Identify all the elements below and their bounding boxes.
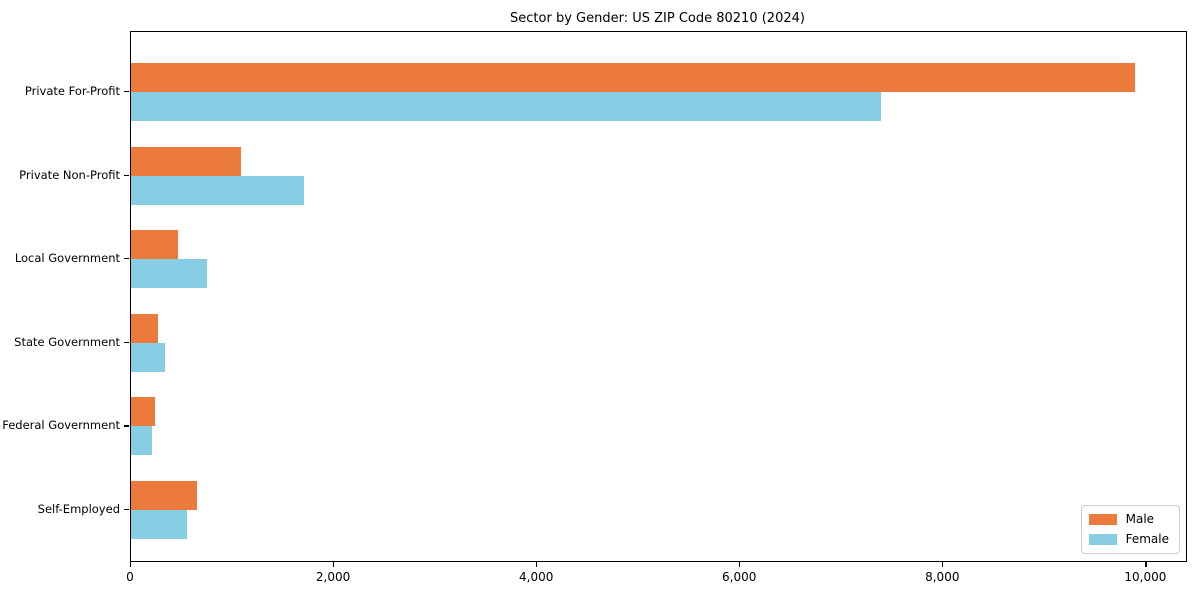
y-tick-mark (124, 341, 129, 343)
y-axis-label: Local Government (14, 251, 120, 266)
y-tick-mark (124, 258, 129, 260)
y-axis-label: Self-Employed (37, 502, 120, 516)
x-tick-mark (739, 562, 741, 567)
legend-swatch-male (1088, 514, 1117, 525)
y-tick-mark (124, 91, 129, 93)
legend-entry-male: Male (1088, 511, 1169, 528)
bar-female (131, 342, 165, 372)
x-tick-mark (536, 562, 538, 567)
y-tick-mark (124, 509, 129, 511)
bar-male (131, 230, 178, 260)
x-axis-tick-label: 10,000 (1124, 570, 1167, 584)
legend-swatch-female (1088, 534, 1117, 545)
bar-male (131, 313, 158, 343)
bar-female (131, 426, 152, 456)
y-tick-mark (124, 174, 129, 176)
x-axis-tick-label: 6,000 (722, 570, 757, 584)
x-tick-mark (1145, 562, 1147, 567)
plot-area: Male Female (130, 31, 1187, 562)
chart-title: Sector by Gender: US ZIP Code 80210 (202… (510, 11, 805, 26)
x-axis-tick-label: 4,000 (519, 570, 554, 584)
bar-male (131, 146, 241, 176)
x-tick-mark (130, 562, 132, 567)
x-axis-tick-label: 2,000 (315, 570, 351, 584)
y-axis-label: State Government (14, 334, 120, 349)
bar-male (131, 397, 155, 427)
x-tick-mark (942, 562, 944, 567)
legend-label-female: Female (1125, 532, 1169, 546)
legend-label-male: Male (1125, 512, 1155, 526)
bar-male (131, 481, 197, 510)
legend: Male Female (1080, 505, 1180, 554)
x-axis-tick-label: 8,000 (925, 570, 960, 584)
bar-male (131, 63, 1136, 92)
bar-female (131, 175, 304, 205)
y-axis-label: Private For-Profit (24, 84, 120, 98)
y-axis-label: Private Non-Profit (19, 167, 120, 182)
x-axis-tick-label: 0 (126, 570, 134, 584)
bar-female (131, 510, 187, 539)
legend-entry-female: Female (1088, 531, 1169, 548)
y-tick-mark (124, 425, 129, 427)
bar-female (131, 92, 882, 121)
y-axis-label: Federal Government (2, 418, 120, 433)
bar-female (131, 259, 208, 289)
x-tick-mark (333, 562, 335, 567)
